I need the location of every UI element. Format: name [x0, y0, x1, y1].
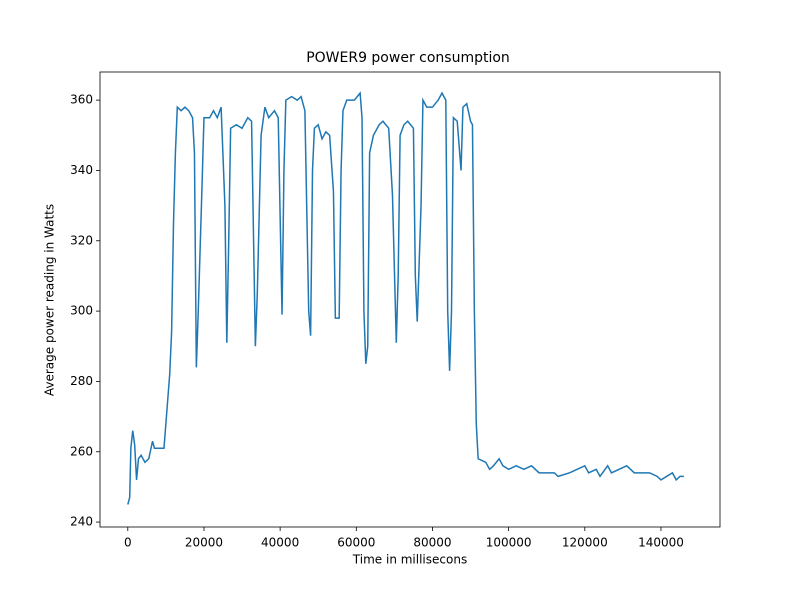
x-tick-label: 140000 — [638, 536, 684, 550]
x-tick-label: 0 — [124, 536, 132, 550]
x-tick-label: 80000 — [413, 536, 451, 550]
y-tick-label: 260 — [70, 444, 93, 458]
plot-frame — [99, 71, 721, 528]
chart-title: POWER9 power consumption — [306, 50, 510, 66]
y-tick-label: 240 — [70, 515, 93, 529]
y-axis-label: Average power reading in Watts — [43, 204, 57, 396]
y-tick-label: 280 — [70, 374, 93, 388]
x-axis-label: Time in millisecons — [352, 553, 467, 567]
x-tick-label: 40000 — [261, 536, 299, 550]
y-tick-label: 320 — [70, 233, 93, 247]
y-tick-label: 340 — [70, 163, 93, 177]
x-tick-label: 120000 — [562, 536, 608, 550]
data-line — [127, 91, 684, 505]
x-tick-label: 100000 — [486, 536, 532, 550]
x-tick-label: 20000 — [185, 536, 223, 550]
y-tick-label: 360 — [70, 93, 93, 107]
y-tick-label: 300 — [70, 304, 93, 318]
x-tick-label: 60000 — [337, 536, 375, 550]
